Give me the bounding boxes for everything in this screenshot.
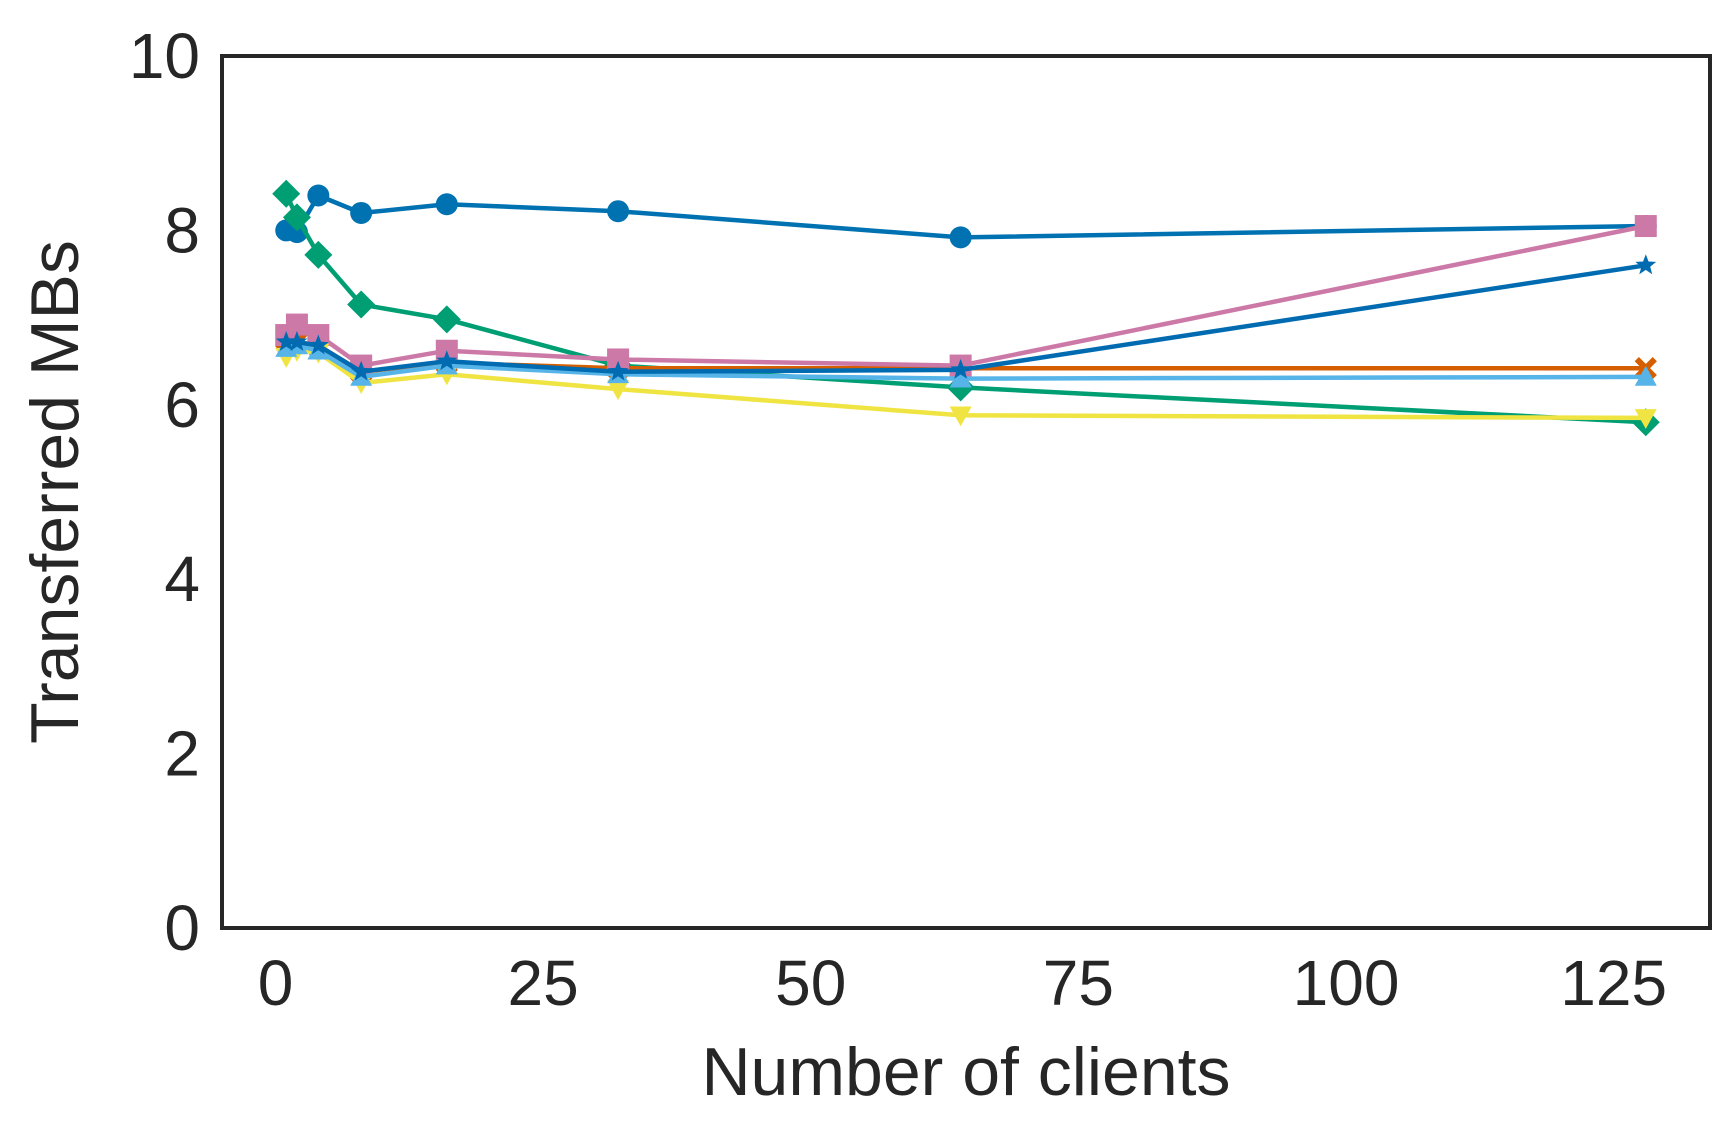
data-point-marker (607, 360, 629, 381)
data-point-marker (1635, 254, 1657, 275)
data-point-marker (1634, 409, 1657, 429)
data-point-marker (307, 334, 329, 355)
data-point-marker (350, 201, 373, 224)
x-tick-label: 75 (1043, 947, 1114, 1019)
data-point-marker (607, 348, 630, 371)
data-point-marker (1634, 365, 1657, 386)
series-6 (275, 254, 1657, 381)
y-tick-label: 2 (164, 718, 200, 790)
x-tick-label: 100 (1293, 947, 1400, 1019)
x-axis-label: Number of clients (701, 1034, 1230, 1110)
data-point-marker (350, 360, 372, 381)
x-tick-label: 50 (775, 947, 846, 1019)
data-point-marker (282, 203, 311, 232)
y-tick-label: 10 (129, 20, 200, 92)
y-tick-label: 6 (164, 369, 200, 441)
data-point-marker (949, 226, 972, 249)
data-point-marker (949, 367, 972, 388)
data-point-marker (607, 200, 630, 223)
y-axis-label: Transferred MBs (17, 240, 93, 744)
data-point-marker (285, 313, 308, 336)
x-tick-label: 0 (258, 947, 294, 1019)
data-point-marker (950, 358, 972, 379)
data-point-marker (347, 290, 376, 319)
data-point-marker (286, 331, 308, 351)
y-tick-label: 4 (164, 543, 200, 615)
data-point-marker (275, 331, 297, 351)
series-layer (272, 179, 1660, 437)
x-tick-label: 125 (1560, 947, 1667, 1019)
data-point-marker (1634, 215, 1657, 238)
y-tick-label: 0 (164, 892, 200, 964)
tick-layer: 0 25 50 75 100 125 0 2 4 6 8 10 (129, 20, 1667, 1019)
data-point-marker (272, 179, 301, 208)
data-point-marker (432, 305, 461, 334)
data-point-marker (949, 406, 972, 427)
x-tick-label: 25 (508, 947, 579, 1019)
data-point-marker (436, 350, 458, 371)
data-point-marker (304, 240, 333, 269)
data-point-marker (607, 380, 630, 401)
y-tick-label: 8 (164, 194, 200, 266)
series-0 (275, 184, 1657, 249)
series-1 (272, 179, 1660, 437)
data-point-marker (435, 193, 458, 216)
data-point-marker (307, 184, 330, 207)
plot-frame (220, 54, 1712, 930)
